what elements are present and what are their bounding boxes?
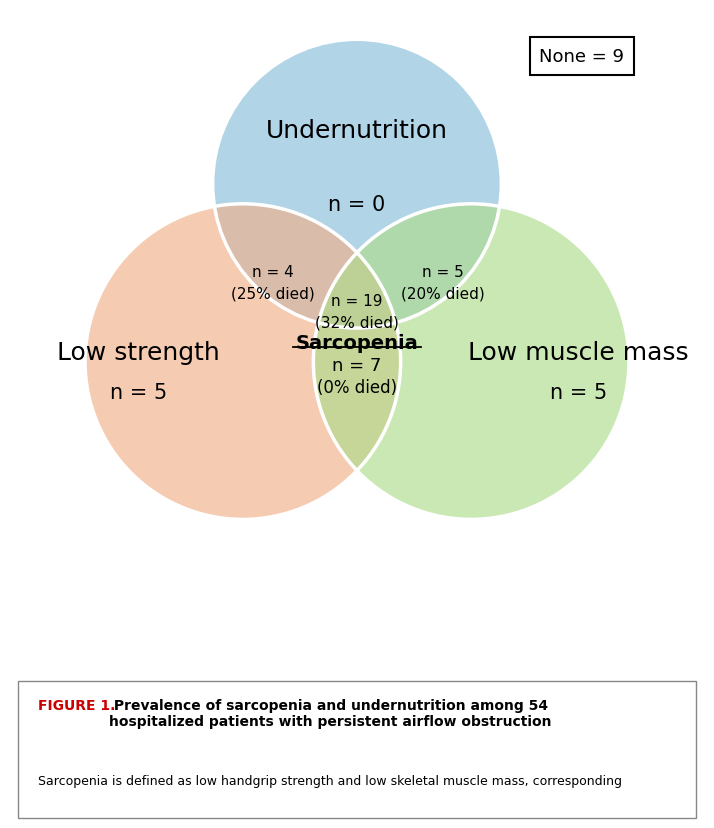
Text: FIGURE 1.: FIGURE 1. — [39, 698, 116, 712]
Text: Sarcopenia: Sarcopenia — [296, 334, 418, 353]
Text: Sarcopenia is defined as low handgrip strength and low skeletal muscle mass, cor: Sarcopenia is defined as low handgrip st… — [39, 774, 622, 787]
Text: n = 5: n = 5 — [110, 383, 167, 402]
Text: Prevalence of sarcopenia and undernutrition among 54
hospitalized patients with : Prevalence of sarcopenia and undernutrit… — [109, 698, 552, 728]
Text: n = 0: n = 0 — [328, 195, 386, 214]
Text: (0% died): (0% died) — [317, 378, 397, 397]
Circle shape — [213, 41, 501, 329]
Text: n = 19
(32% died): n = 19 (32% died) — [315, 294, 399, 330]
Text: None = 9: None = 9 — [540, 48, 625, 66]
Text: n = 4
(25% died): n = 4 (25% died) — [231, 265, 315, 301]
FancyBboxPatch shape — [18, 681, 696, 818]
Text: n = 5: n = 5 — [550, 383, 607, 402]
Text: Low strength: Low strength — [57, 340, 220, 364]
Circle shape — [313, 205, 629, 520]
Text: Undernutrition: Undernutrition — [266, 118, 448, 142]
Text: Low muscle mass: Low muscle mass — [468, 340, 689, 364]
Text: n = 7: n = 7 — [332, 357, 382, 374]
Text: n = 5
(20% died): n = 5 (20% died) — [401, 265, 485, 301]
Circle shape — [85, 205, 401, 520]
